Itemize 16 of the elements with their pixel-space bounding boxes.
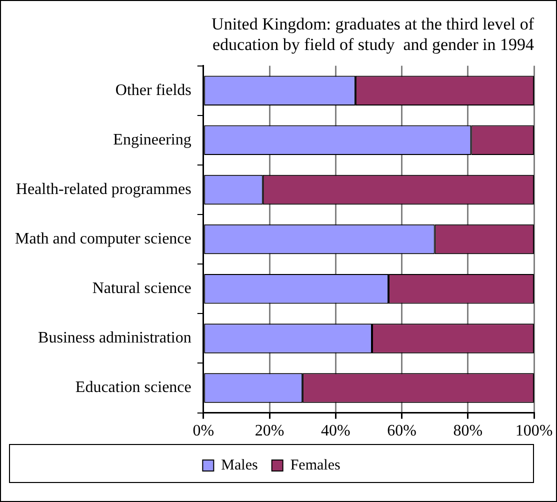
x-tick-label: 20% bbox=[254, 422, 284, 440]
y-tick-label: Other fields bbox=[115, 82, 192, 99]
y-tick-label: Health-related programmes bbox=[16, 180, 192, 198]
y-tick-label: Business administration bbox=[38, 330, 192, 347]
legend-label: Females bbox=[290, 457, 340, 474]
y-tick-label: Education science bbox=[75, 379, 192, 396]
x-tick-label: 60% bbox=[387, 422, 416, 440]
x-tick-label: 80% bbox=[453, 422, 483, 440]
chart-title: United Kingdom: graduates at the third level of education by field of study and gender in 1994 bbox=[212, 14, 534, 54]
x-tick-label: 100% bbox=[515, 422, 553, 440]
y-tick-label: Engineering bbox=[113, 131, 192, 148]
y-tick-label: Natural science bbox=[92, 280, 192, 298]
x-tick-label: 0% bbox=[192, 422, 214, 440]
x-tick-label: 40% bbox=[320, 422, 350, 440]
y-tick-label: Math and computer science bbox=[15, 230, 192, 248]
legend-label: Males bbox=[221, 457, 258, 474]
